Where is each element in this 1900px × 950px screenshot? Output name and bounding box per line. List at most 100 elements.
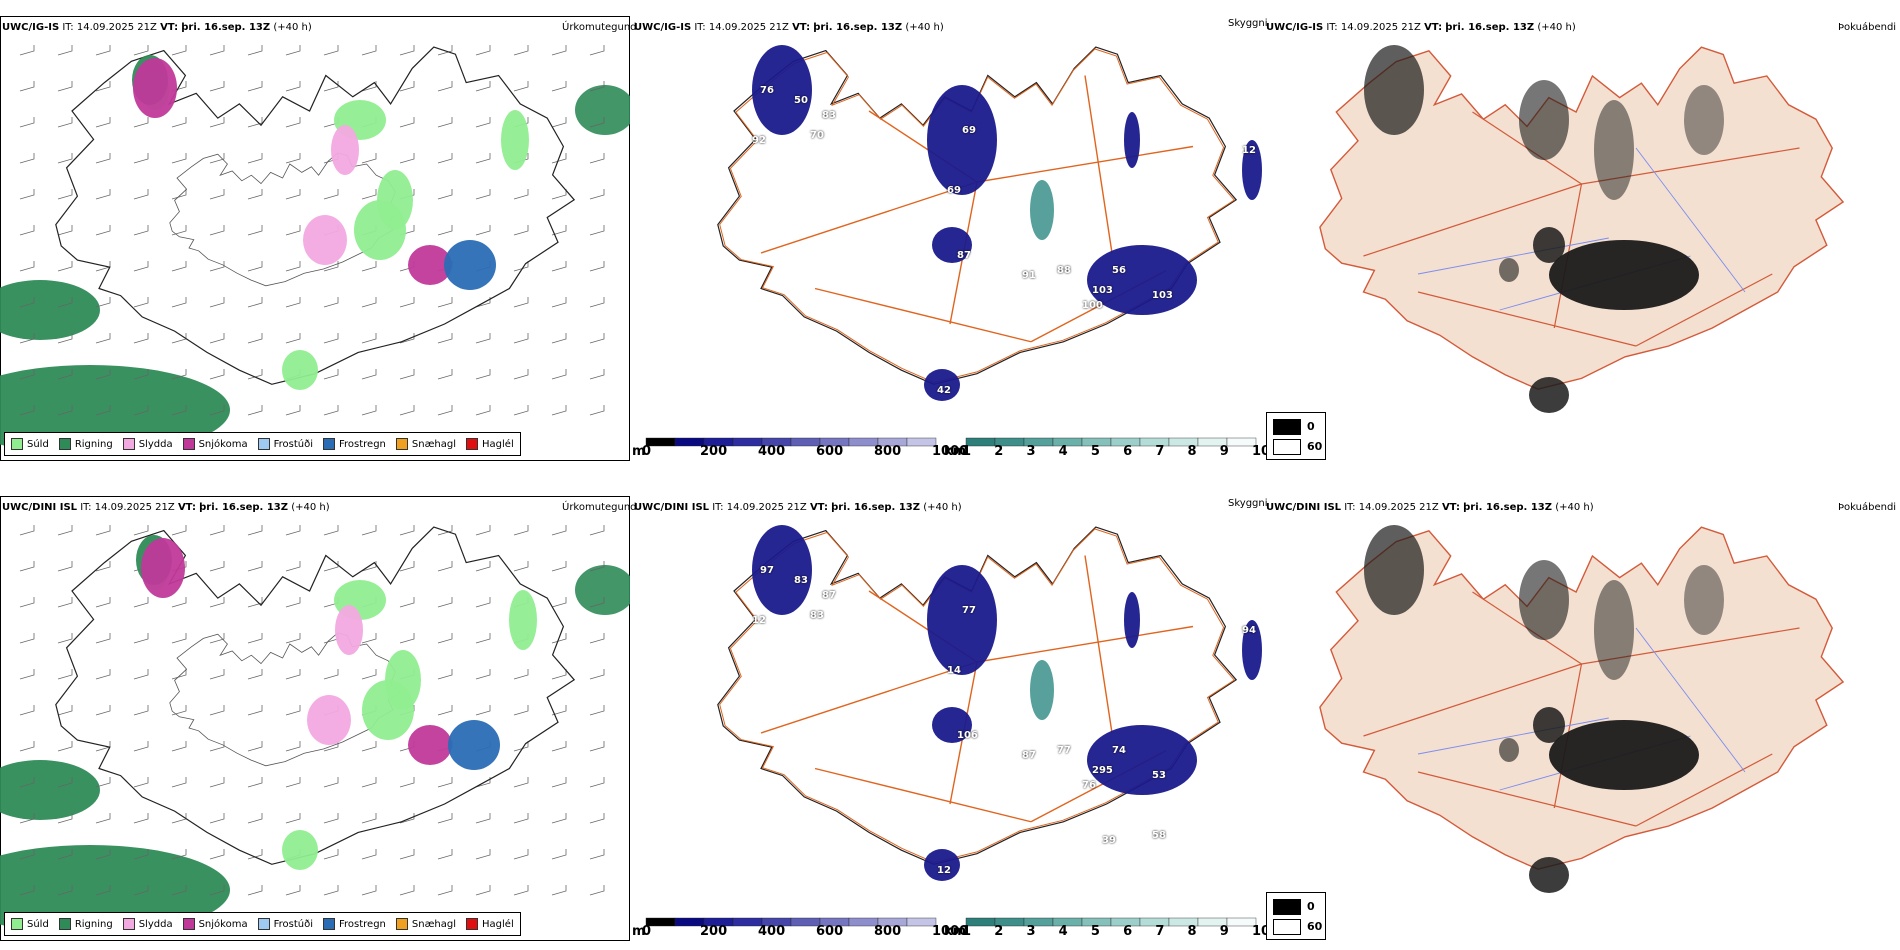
wind-barb bbox=[19, 45, 35, 56]
wind-barb bbox=[437, 597, 453, 608]
legend-swatch bbox=[58, 918, 71, 930]
wind-barb bbox=[247, 153, 263, 164]
cloud-base-label: 77 bbox=[1057, 745, 1071, 756]
wind-barb bbox=[361, 405, 377, 416]
fog-area bbox=[1529, 857, 1569, 893]
low-cloud-area bbox=[924, 369, 960, 401]
colorbar-tick: 200 bbox=[700, 924, 728, 939]
fog-legend-max: 0 bbox=[1307, 420, 1315, 433]
wind-barb bbox=[95, 405, 111, 416]
precip-type-panel: UWC/IG-IS IT: 14.09.2025 21Z VT: þri. 16… bbox=[0, 0, 637, 461]
visibility-panel: UWC/IG-IS IT: 14.09.2025 21Z VT: þri. 16… bbox=[632, 0, 1268, 450]
wind-barb bbox=[57, 225, 73, 236]
wind-barb bbox=[551, 849, 567, 860]
precip-patch bbox=[408, 725, 452, 765]
wind-barb bbox=[361, 369, 377, 380]
wind-barb bbox=[551, 597, 567, 608]
wind-barb bbox=[475, 189, 491, 200]
wind-barb bbox=[171, 117, 187, 128]
wind-barb bbox=[57, 153, 73, 164]
wind-barb bbox=[95, 885, 111, 896]
wind-barb bbox=[133, 117, 149, 128]
precip-patch bbox=[303, 215, 347, 265]
wind-barb bbox=[589, 117, 605, 128]
fog-title: Þokuábendi bbox=[1838, 502, 1897, 513]
wind-barb bbox=[323, 81, 339, 92]
wind-barb bbox=[399, 849, 415, 860]
wind-barb bbox=[361, 333, 377, 344]
vt-value: þri. 16.sep. 13Z bbox=[831, 502, 920, 513]
cloud-base-label: 295 bbox=[1092, 765, 1113, 776]
wind-barb bbox=[57, 669, 73, 680]
wind-barb bbox=[589, 261, 605, 272]
wind-barb bbox=[589, 597, 605, 608]
wind-barb bbox=[475, 369, 491, 380]
lead-time: (+40 h) bbox=[905, 22, 944, 33]
wind-barb bbox=[209, 369, 225, 380]
wind-barb bbox=[323, 669, 339, 680]
wind-barb bbox=[247, 369, 263, 380]
legend-swatch bbox=[466, 438, 479, 450]
wind-barb bbox=[437, 117, 453, 128]
wind-barb bbox=[513, 189, 529, 200]
wind-barb bbox=[247, 705, 263, 716]
wind-barb bbox=[323, 189, 339, 200]
wind-barb bbox=[513, 297, 529, 308]
colorbar-unit: km bbox=[944, 924, 967, 939]
road bbox=[976, 625, 1194, 663]
fog-area bbox=[1499, 738, 1519, 762]
road bbox=[814, 767, 1032, 823]
wind-barb bbox=[437, 705, 453, 716]
road bbox=[1084, 75, 1113, 254]
road bbox=[814, 287, 1032, 343]
wind-barb bbox=[475, 225, 491, 236]
cloud-base-label: 103 bbox=[1092, 285, 1113, 296]
colorbar-tick: 0 bbox=[642, 444, 652, 459]
colorbar-gradient bbox=[965, 437, 1257, 447]
visibility-map bbox=[717, 45, 1262, 401]
legend-swatch bbox=[323, 438, 335, 450]
precip-map bbox=[0, 525, 630, 935]
low-cloud-area bbox=[1124, 592, 1140, 648]
wind-barb bbox=[323, 849, 339, 860]
wind-barb bbox=[551, 813, 567, 824]
fog-legend: 0 60 bbox=[1266, 412, 1326, 460]
wind-barb bbox=[209, 705, 225, 716]
colorbar-unit: m bbox=[632, 444, 646, 459]
wind-barb bbox=[475, 81, 491, 92]
cloud-base-label: 87 bbox=[1022, 750, 1036, 761]
wind-barb bbox=[475, 849, 491, 860]
cloud-base-label: 88 bbox=[1057, 265, 1071, 276]
wind-barb bbox=[19, 741, 35, 752]
wind-barb bbox=[19, 333, 35, 344]
legend-swatch bbox=[395, 918, 408, 930]
wind-barb bbox=[437, 885, 453, 896]
wind-barb bbox=[285, 333, 301, 344]
cloud-base-label: 87 bbox=[957, 250, 971, 261]
low-cloud-area bbox=[932, 227, 972, 263]
low-cloud-area bbox=[1124, 112, 1140, 168]
wind-barb bbox=[95, 777, 111, 788]
model-name: UWC/DINI ISL bbox=[2, 502, 78, 513]
wind-barb bbox=[209, 405, 225, 416]
wind-barb bbox=[513, 777, 529, 788]
wind-barb bbox=[285, 81, 301, 92]
fog-map bbox=[1319, 525, 1845, 893]
legend-label: Haglél bbox=[482, 438, 514, 450]
fog-area bbox=[1499, 258, 1519, 282]
wind-barb bbox=[285, 261, 301, 272]
wind-barb bbox=[513, 885, 529, 896]
wind-barb bbox=[437, 777, 453, 788]
legend-item: Slydda bbox=[122, 918, 173, 930]
wind-barb bbox=[209, 153, 225, 164]
wind-barb bbox=[285, 597, 301, 608]
wind-barb bbox=[589, 777, 605, 788]
colorbar-tick: 5 bbox=[1090, 924, 1100, 939]
wind-barb bbox=[171, 45, 187, 56]
legend-label: Rigning bbox=[74, 438, 113, 450]
wind-barb bbox=[247, 669, 263, 680]
wind-barb bbox=[589, 81, 605, 92]
wind-barb bbox=[437, 813, 453, 824]
cloud-base-label: 56 bbox=[1112, 265, 1126, 276]
cloud-base-label: 14 bbox=[947, 665, 961, 676]
